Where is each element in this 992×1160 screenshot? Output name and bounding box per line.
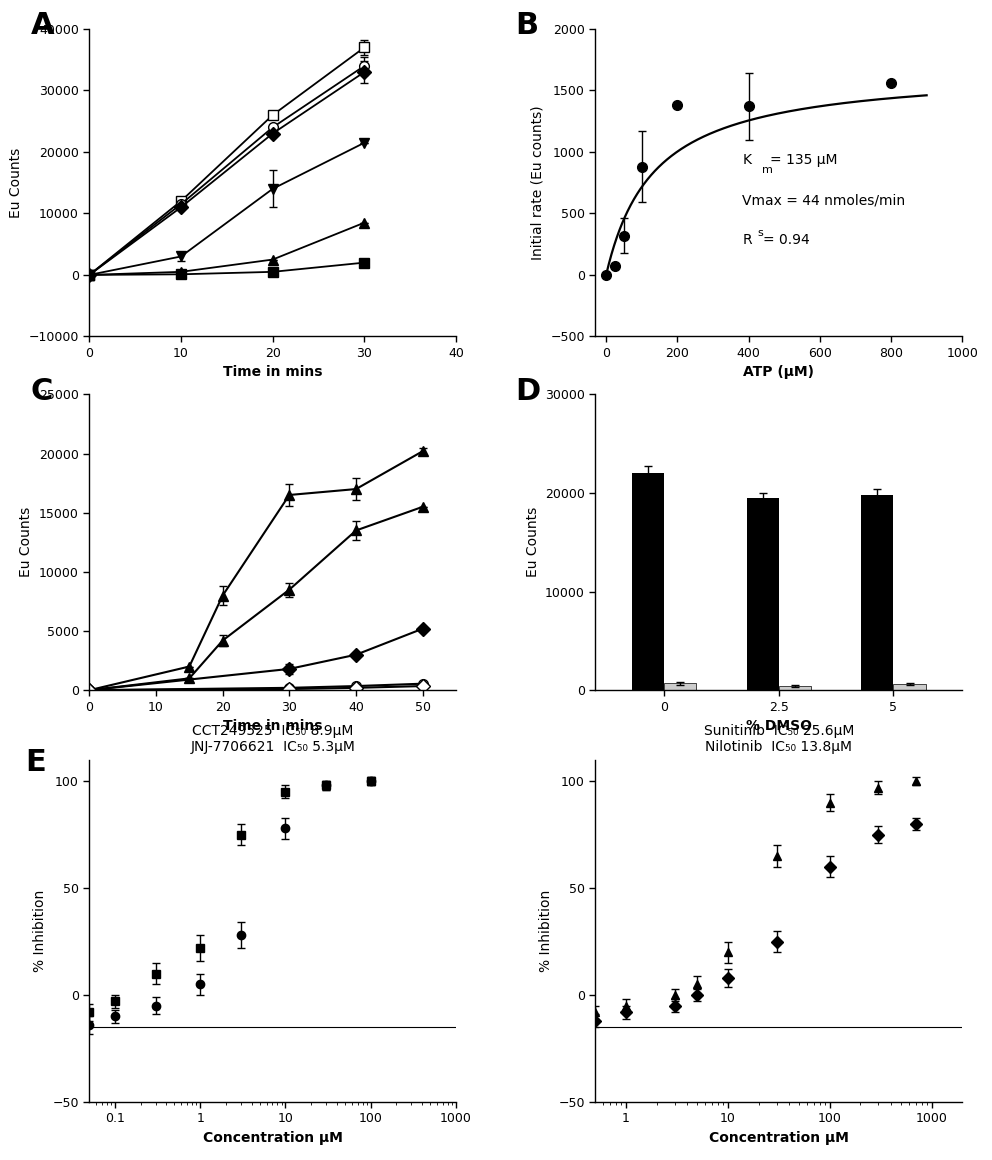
Y-axis label: Eu Counts: Eu Counts — [20, 507, 34, 578]
Bar — [779, 686, 810, 690]
X-axis label: Concentration μM: Concentration μM — [709, 1131, 849, 1145]
X-axis label: % DMSO: % DMSO — [746, 719, 811, 733]
Text: = 0.94: = 0.94 — [764, 233, 810, 247]
Text: m: m — [762, 166, 773, 175]
Title: Sunitinib  IC₅₀ 25.6μM
Nilotinib  IC₅₀ 13.8μM: Sunitinib IC₅₀ 25.6μM Nilotinib IC₅₀ 13.… — [703, 724, 854, 754]
X-axis label: Concentration μM: Concentration μM — [202, 1131, 342, 1145]
Text: E: E — [25, 748, 46, 777]
Text: R: R — [742, 233, 752, 247]
Y-axis label: Eu Counts: Eu Counts — [9, 147, 23, 218]
Bar — [632, 473, 665, 690]
Text: K: K — [742, 153, 751, 167]
Y-axis label: % Inhibition: % Inhibition — [33, 890, 47, 972]
X-axis label: Time in mins: Time in mins — [223, 365, 322, 379]
Text: Vmax = 44 nmoles/min: Vmax = 44 nmoles/min — [742, 194, 906, 208]
Bar — [894, 684, 926, 690]
X-axis label: Time in mins: Time in mins — [223, 719, 322, 733]
Y-axis label: Initial rate (Eu counts): Initial rate (Eu counts) — [531, 106, 545, 260]
Bar — [861, 495, 894, 690]
Text: D: D — [515, 377, 540, 406]
Text: B: B — [515, 10, 538, 39]
Y-axis label: % Inhibition: % Inhibition — [539, 890, 553, 972]
Text: A: A — [31, 10, 55, 39]
Title: CCT249525  IC₅₀ 8.9μM
JNJ-7706621  IC₅₀ 5.3μM: CCT249525 IC₅₀ 8.9μM JNJ-7706621 IC₅₀ 5.… — [190, 724, 355, 754]
X-axis label: ATP (μM): ATP (μM) — [743, 365, 814, 379]
Text: C: C — [31, 377, 53, 406]
Y-axis label: Eu Counts: Eu Counts — [526, 507, 540, 578]
Bar — [665, 683, 696, 690]
Text: s: s — [758, 229, 763, 239]
Text: = 135 μM: = 135 μM — [770, 153, 837, 167]
Bar — [747, 498, 779, 690]
